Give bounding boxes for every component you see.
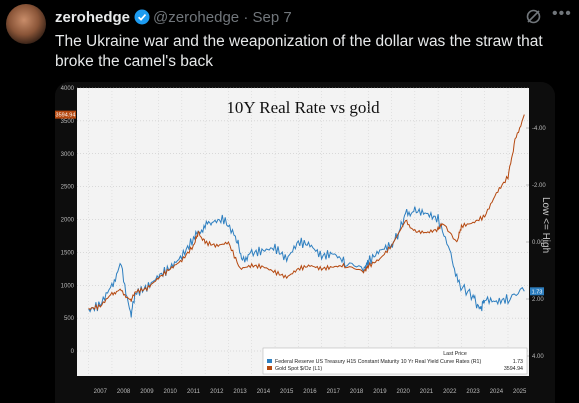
x-tick-label: 2020 [397,389,411,395]
last-price-header: Last Price [443,351,467,357]
more-icon[interactable]: ••• [552,5,572,22]
x-tick-label: 2017 [327,389,341,395]
right-tick-label: 4.00 [532,354,544,360]
x-tick-label: 2015 [280,389,294,395]
yield-last-badge-text: 1.73 [532,289,543,295]
verified-badge-icon [134,9,150,29]
avatar[interactable] [6,4,46,44]
chart-image[interactable]: 10Y Real Rate vs gold 4000 3500 3000 2500 20… [55,82,555,403]
separator: · [243,9,249,26]
legend-gold-name: Gold Spot $/Oz (L1) [275,366,322,372]
x-tick-label: 2014 [257,389,271,395]
x-tick-label: 2024 [490,389,504,395]
left-tick-label: 1000 [61,283,75,289]
left-tick-label: 0 [71,349,75,355]
x-tick-label: 2009 [140,389,154,395]
left-tick-label: 2000 [61,218,75,224]
plot-area [77,88,529,376]
chart-title: 10Y Real Rate vs gold [226,98,380,117]
gold-line [88,114,525,311]
tweet-text: The Ukraine war and the weaponization of… [55,33,543,70]
x-tick-label: 2007 [94,389,108,395]
x-tick-label: 2008 [117,389,131,395]
handle[interactable]: @zerohedge [153,9,240,26]
left-tick-label: 3000 [61,152,75,158]
left-tick-label: 500 [64,316,75,322]
left-tick-label: 3500 [61,119,75,125]
legend-swatch-yield [267,359,272,363]
x-tick-label: 2018 [350,389,364,395]
right-tick-label: -2.00 [532,183,546,189]
gold-last-badge-text: 3594.94 [56,113,76,119]
right-tick-label: 0.00 [532,240,544,246]
x-tick-label: 2013 [233,389,247,395]
x-tick-label: 2011 [187,389,201,395]
x-tick-label: 2022 [443,389,457,395]
legend [262,347,528,375]
left-tick-label: 4000 [61,86,75,92]
x-tick-label: 2025 [513,389,527,395]
chart-svg: 10Y Real Rate vs gold 4000 3500 3000 2500 20… [55,82,555,403]
gold-last-badge [55,110,76,119]
x-tick-label: 2019 [373,389,387,395]
yield-last-badge [530,287,544,296]
legend-gold-last: 3594.94 [504,366,523,372]
post-date[interactable]: Sep 7 [252,9,292,26]
x-tick-label: 2010 [164,389,178,395]
legend-yield-last: 1.73 [513,359,523,365]
left-tick-label: 1500 [61,250,75,256]
x-tick-label: 2021 [420,389,434,395]
legend-yield-name: Federal Reserve US Treasury H15 Constant… [275,359,482,365]
right-tick-label: 2.00 [532,297,544,303]
x-tick-label: 2023 [466,389,480,395]
right-tick-label: -4.00 [532,126,546,132]
yield-line [88,206,525,318]
x-tick-label: 2016 [303,389,317,395]
grok-icon[interactable] [525,8,542,30]
x-tick-label: 2012 [210,389,224,395]
left-tick-label: 2500 [61,185,75,191]
legend-swatch-gold [267,366,272,370]
tweet-header: zerohedge @zerohedge · Sep 7 [55,9,292,29]
right-axis-label: Low <= High [540,197,551,253]
display-name[interactable]: zerohedge [55,9,131,26]
